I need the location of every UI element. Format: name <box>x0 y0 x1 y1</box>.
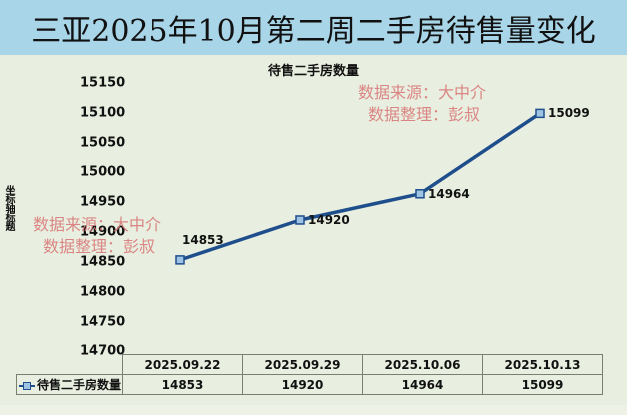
series-line <box>179 111 541 262</box>
data-label: 14964 <box>428 186 470 201</box>
watermark-line: 数据整理：彭叔 <box>43 237 156 256</box>
y-tick: 15050 <box>80 135 126 151</box>
data-label: 14920 <box>308 212 350 227</box>
value-cell: 14920 <box>242 374 363 395</box>
y-axis-title: 坐标轴标题 <box>3 185 14 230</box>
watermark-line: 数据来源：大中介 <box>358 83 487 102</box>
data-point-marker <box>175 255 185 265</box>
category-cell: 2025.09.29 <box>242 354 363 375</box>
y-tick: 14750 <box>80 314 126 330</box>
value-cell: 15099 <box>482 374 603 395</box>
y-tick: 14800 <box>80 284 126 300</box>
data-table-series-row: 待售二手房数量 14853 14920 14964 15099 <box>16 374 603 395</box>
data-table-header-row: 2025.09.22 2025.09.29 2025.10.06 2025.10… <box>16 354 603 375</box>
category-cell: 2025.10.13 <box>482 354 603 375</box>
data-table: 2025.09.22 2025.09.29 2025.10.06 2025.10… <box>16 354 603 395</box>
data-point-marker <box>295 215 305 225</box>
chart-title: 待售二手房数量 <box>267 64 359 79</box>
category-cell: 2025.09.22 <box>122 354 243 375</box>
page-title: 三亚2025年10月第二周二手房待售量变化 <box>31 13 596 49</box>
series-markers <box>175 108 545 265</box>
y-tick: 14850 <box>80 254 126 270</box>
value-cell: 14964 <box>362 374 483 395</box>
data-label: 15099 <box>548 106 590 121</box>
data-label: 14853 <box>182 232 224 247</box>
category-cell: 2025.10.06 <box>362 354 483 375</box>
legend-cell: 待售二手房数量 <box>16 374 123 395</box>
y-tick: 14950 <box>80 194 126 210</box>
legend-label: 待售二手房数量 <box>37 378 122 392</box>
y-tick: 15000 <box>80 164 126 180</box>
watermark-top: 数据来源：大中介 数据整理：彭叔 <box>358 82 486 126</box>
y-tick: 15150 <box>80 75 126 91</box>
data-point-marker <box>535 108 545 119</box>
data-table-corner <box>16 354 123 375</box>
bottom-strip <box>0 405 627 415</box>
data-point-marker <box>415 189 425 199</box>
legend-line-marker-icon <box>19 381 35 391</box>
y-tick: 14900 <box>80 224 126 240</box>
title-bar: 三亚2025年10月第二周二手房待售量变化 <box>0 0 627 55</box>
watermark-line: 数据来源：大中介 <box>33 215 162 234</box>
y-tick: 15100 <box>80 105 126 121</box>
watermark-left: 数据来源：大中介 数据整理：彭叔 <box>33 214 161 258</box>
watermark-line: 数据整理：彭叔 <box>368 105 481 124</box>
value-cell: 14853 <box>122 374 243 395</box>
